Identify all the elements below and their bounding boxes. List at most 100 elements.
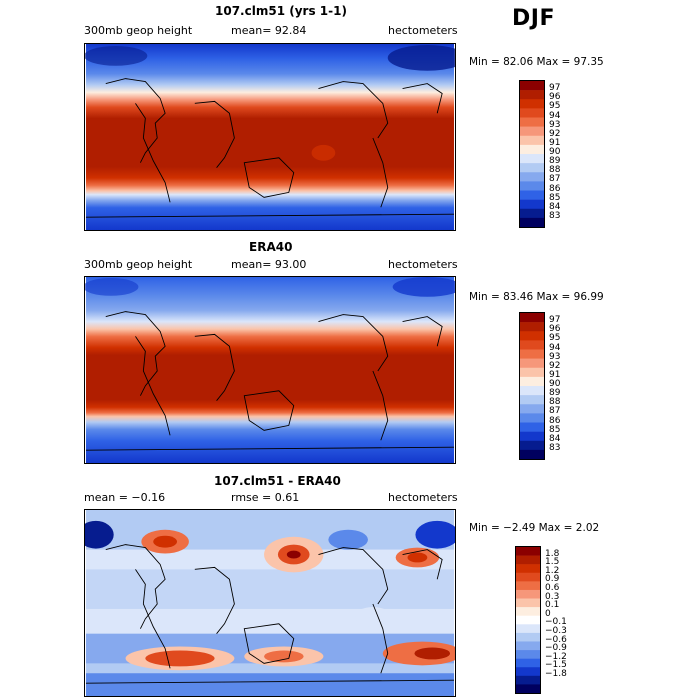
colorbar-swatch (516, 581, 540, 591)
colorbar-swatch (516, 564, 540, 574)
colorbar-tick-label: 85 (549, 424, 561, 435)
colorbar-tick-label: 88 (549, 165, 561, 176)
panel2-min-max: Min = 83.46 Max = 96.99 (469, 291, 604, 303)
colorbar-swatch (516, 572, 540, 582)
panel1-units: hectometers (388, 24, 458, 37)
colorbar-swatch (516, 632, 540, 642)
colorbar-swatch (520, 331, 544, 341)
colorbar-tick-label: 96 (549, 324, 561, 335)
panel2-map (84, 276, 456, 464)
panel2-title: ERA40 (249, 240, 293, 254)
colorbar-tick-label: −0.1 (545, 617, 567, 628)
colorbar-swatch (520, 163, 544, 173)
colorbar-tick-label: 90 (549, 147, 561, 157)
colorbar-tick-label: 87 (549, 174, 561, 185)
colorbar-swatch (520, 81, 544, 91)
colorbar-swatch (520, 349, 544, 359)
colorbar-swatch (520, 199, 544, 210)
colorbar-tick-label: 87 (549, 406, 561, 417)
colorbar-swatch (520, 126, 544, 137)
colorbar-tick-label: 91 (549, 137, 561, 148)
colorbar-swatch (516, 624, 540, 634)
colorbar-swatch (520, 440, 544, 451)
panel3-units: hectometers (388, 491, 458, 504)
colorbar-tick-label: 84 (549, 201, 561, 212)
colorbar-swatch (520, 395, 544, 405)
colorbar-swatch (520, 367, 544, 378)
panel2-field-label: 300mb geop height (84, 258, 193, 271)
panel3-mean: mean = −0.16 (84, 491, 166, 504)
colorbar-tick-label: 95 (549, 333, 561, 344)
colorbar-swatch (520, 431, 544, 442)
colorbar-tick-label: 83 (549, 210, 561, 221)
colorbar-swatch (516, 650, 540, 659)
colorbar-tick-label: 83 (549, 442, 561, 453)
colorbar-swatch (516, 607, 540, 617)
panel1-mean: mean= 92.84 (231, 24, 307, 37)
colorbar-swatch (520, 208, 544, 219)
panel3-rmse: rmse = 0.61 (231, 491, 300, 504)
panel2-mean: mean= 93.00 (231, 258, 307, 271)
colorbar-tick-label: 94 (549, 110, 561, 121)
colorbar-tick-label: 88 (549, 397, 561, 408)
colorbar-swatch (520, 172, 544, 182)
colorbar-tick-label: 93 (549, 119, 561, 130)
colorbar-tick-label: 0.9 (545, 574, 560, 585)
colorbar-swatch (520, 376, 544, 387)
colorbar-swatch (520, 313, 544, 323)
colorbar-swatch (520, 99, 544, 109)
colorbar-tick-label: 0.3 (545, 591, 560, 602)
panel1-map (84, 43, 456, 231)
colorbar-tick-label: 1.2 (545, 565, 560, 576)
panel1-field-label: 300mb geop height (84, 24, 193, 37)
colorbar-tick-label: −1.2 (545, 651, 567, 662)
colorbar-swatch (520, 181, 544, 191)
panel3-title: 107.clm51 - ERA40 (214, 474, 341, 488)
colorbar-swatch (520, 154, 544, 164)
colorbar-swatch (516, 598, 540, 608)
colorbar-swatch (520, 340, 544, 350)
colorbar-tick-label: −0.9 (545, 643, 567, 654)
colorbar-tick-label: 89 (549, 388, 561, 399)
colorbar-swatch (520, 217, 544, 227)
colorbar-swatch (520, 404, 544, 414)
panel2-units: hectometers (388, 258, 458, 271)
panel1-min-max: Min = 82.06 Max = 97.35 (469, 56, 604, 68)
colorbar-swatch (516, 589, 540, 599)
panel3-colorbar (515, 546, 541, 694)
colorbar-swatch (520, 90, 544, 100)
colorbar-tick-label: 85 (549, 192, 561, 203)
colorbar-swatch (516, 684, 540, 693)
colorbar-tick-label: 1.5 (545, 557, 560, 568)
colorbar-tick-label: 92 (549, 128, 561, 139)
colorbar-tick-label: −1.5 (545, 660, 567, 671)
colorbar-swatch (516, 658, 540, 668)
panel3-map (84, 509, 456, 697)
colorbar-tick-label: 84 (549, 433, 561, 444)
colorbar-tick-label: 92 (549, 360, 561, 371)
colorbar-tick-label: 90 (549, 379, 561, 389)
colorbar-tick-label: −0.3 (545, 625, 567, 636)
colorbar-swatch (516, 675, 540, 685)
colorbar-swatch (520, 386, 544, 396)
colorbar-tick-label: 1.8 (545, 548, 560, 559)
colorbar-tick-label: 0.6 (545, 582, 560, 593)
panel2-colorbar (519, 312, 545, 460)
colorbar-tick-label: 91 (549, 369, 561, 380)
colorbar-swatch (520, 144, 544, 155)
colorbar-tick-label: 86 (549, 183, 561, 194)
colorbar-tick-label: 89 (549, 156, 561, 167)
colorbar-swatch (516, 555, 540, 565)
colorbar-swatch (520, 358, 544, 369)
panel1-colorbar (519, 80, 545, 228)
season-label: DJF (512, 6, 555, 31)
colorbar-tick-label: 95 (549, 101, 561, 112)
colorbar-tick-label: 96 (549, 92, 561, 103)
colorbar-tick-label: 0 (545, 608, 551, 619)
colorbar-swatch (516, 641, 540, 651)
colorbar-swatch (520, 108, 544, 118)
colorbar-tick-label: 94 (549, 342, 561, 353)
colorbar-swatch (516, 615, 540, 625)
colorbar-tick-label: −1.8 (545, 668, 567, 679)
colorbar-swatch (516, 547, 540, 556)
